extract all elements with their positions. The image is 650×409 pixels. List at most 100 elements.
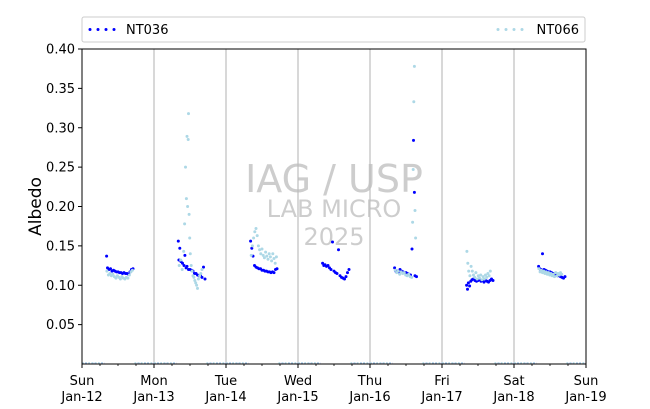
data-point bbox=[482, 277, 486, 281]
data-point bbox=[190, 269, 194, 273]
data-point bbox=[182, 249, 186, 253]
data-point bbox=[184, 197, 188, 201]
data-point bbox=[485, 275, 489, 279]
series-NT066 bbox=[82, 64, 586, 365]
legend-marker bbox=[504, 28, 508, 31]
x-tick-day: Tue bbox=[214, 374, 237, 389]
data-point bbox=[398, 272, 402, 276]
data-point bbox=[331, 240, 334, 244]
x-tick-date: Jan-18 bbox=[492, 390, 534, 405]
x-tick-day: Mon bbox=[140, 374, 167, 389]
data-point bbox=[486, 271, 490, 275]
data-point bbox=[346, 271, 349, 275]
data-point bbox=[410, 275, 414, 279]
watermark-line-3: 2025 bbox=[303, 223, 364, 251]
data-point bbox=[551, 272, 555, 276]
data-point bbox=[465, 249, 469, 253]
data-point bbox=[274, 255, 278, 259]
x-tick-date: Jan-14 bbox=[204, 390, 246, 405]
data-point bbox=[186, 138, 190, 142]
watermark-line-2: LAB MICRO bbox=[267, 195, 402, 223]
x-tick-day: Sun bbox=[70, 374, 95, 389]
data-point bbox=[547, 271, 550, 275]
data-point bbox=[541, 252, 544, 256]
data-point bbox=[539, 268, 543, 272]
data-point bbox=[180, 268, 184, 271]
data-point bbox=[275, 267, 279, 271]
data-point bbox=[414, 236, 418, 240]
data-point bbox=[272, 256, 276, 260]
data-point bbox=[177, 264, 181, 268]
data-point bbox=[252, 236, 256, 240]
data-point bbox=[183, 222, 187, 226]
data-point bbox=[185, 264, 189, 268]
legend-marker bbox=[512, 28, 516, 31]
data-point bbox=[487, 274, 491, 278]
legend-marker bbox=[496, 28, 500, 31]
data-point bbox=[203, 277, 207, 281]
data-point bbox=[491, 279, 495, 283]
x-tick-day: Fri bbox=[434, 374, 450, 389]
data-point bbox=[480, 278, 484, 282]
data-point bbox=[411, 220, 415, 224]
data-point bbox=[271, 252, 275, 256]
data-point bbox=[188, 252, 192, 256]
y-tick-label: 0.20 bbox=[46, 200, 75, 215]
legend-marker bbox=[112, 28, 116, 31]
data-point bbox=[555, 274, 559, 278]
data-point bbox=[466, 287, 469, 291]
y-axis-label: Albedo bbox=[26, 177, 46, 236]
data-point bbox=[343, 277, 346, 281]
data-point bbox=[270, 259, 274, 263]
data-point bbox=[108, 271, 112, 275]
data-point bbox=[176, 239, 180, 243]
data-point bbox=[412, 64, 416, 68]
data-point bbox=[407, 272, 411, 276]
x-tick-day: Sun bbox=[574, 374, 599, 389]
data-point bbox=[467, 269, 471, 273]
x-tick-day: Thu bbox=[357, 374, 382, 389]
data-point bbox=[560, 272, 564, 276]
data-point bbox=[393, 268, 397, 272]
data-point bbox=[265, 254, 269, 258]
x-tick-day: Sat bbox=[503, 374, 524, 389]
data-point bbox=[484, 273, 487, 277]
data-point bbox=[258, 248, 262, 252]
data-point bbox=[250, 246, 254, 250]
data-point bbox=[262, 256, 266, 260]
data-point bbox=[321, 261, 325, 265]
data-point bbox=[563, 275, 567, 279]
data-point bbox=[473, 275, 477, 279]
data-point bbox=[266, 257, 270, 261]
data-point bbox=[111, 272, 115, 276]
data-point bbox=[105, 269, 109, 273]
data-point bbox=[537, 267, 541, 271]
data-point bbox=[249, 239, 253, 243]
data-point bbox=[469, 264, 473, 268]
legend-marker bbox=[88, 28, 92, 31]
data-point bbox=[183, 253, 187, 257]
data-point bbox=[413, 208, 417, 212]
data-point bbox=[412, 190, 416, 194]
data-point bbox=[554, 271, 558, 275]
data-point bbox=[126, 276, 130, 280]
x-tick-date: Jan-19 bbox=[564, 390, 606, 405]
data-point bbox=[193, 279, 197, 283]
data-point bbox=[195, 283, 199, 287]
data-point bbox=[259, 252, 263, 256]
data-point bbox=[468, 274, 472, 278]
data-point bbox=[412, 138, 415, 142]
data-point bbox=[335, 271, 339, 275]
data-point bbox=[200, 275, 204, 279]
data-point bbox=[253, 230, 257, 234]
data-point bbox=[254, 227, 258, 231]
data-point bbox=[553, 275, 556, 279]
data-point bbox=[544, 270, 548, 274]
data-point bbox=[109, 267, 112, 271]
y-tick-label: 0.05 bbox=[46, 318, 75, 333]
data-point bbox=[542, 269, 546, 273]
data-point bbox=[479, 273, 483, 277]
legend-marker bbox=[96, 28, 100, 31]
y-tick-label: 0.10 bbox=[46, 279, 75, 294]
data-point bbox=[179, 258, 183, 262]
